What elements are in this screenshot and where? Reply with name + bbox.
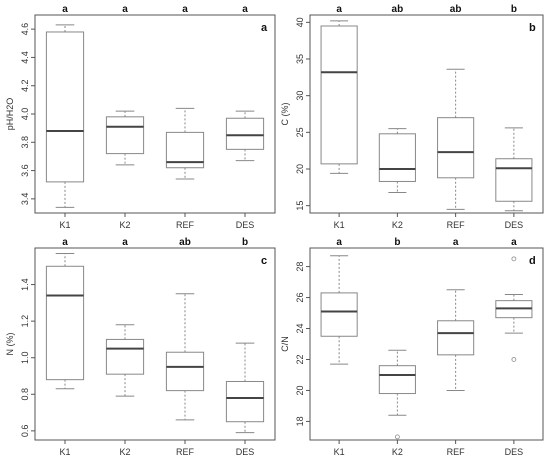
box-k2 [378, 365, 416, 395]
outlier-point [511, 357, 517, 362]
box-k1 [320, 25, 358, 165]
panel-letter: d [529, 255, 536, 267]
significance-letter: ab [450, 4, 462, 15]
significance-letter: ab [179, 237, 191, 248]
y-tick-label: 40 [295, 17, 305, 27]
outlier-point [511, 256, 517, 262]
box-k1 [45, 31, 85, 183]
y-axis-label: C/N [280, 336, 290, 352]
y-axis-label: C (%) [280, 103, 290, 126]
y-tick-label: 3.4 [20, 193, 30, 206]
y-tick-label: 15 [295, 201, 305, 211]
y-tick-label: 26 [295, 293, 305, 303]
y-tick-label: 0.6 [20, 425, 30, 438]
x-tick-label: DES [505, 220, 524, 230]
x-tick-label: K1 [59, 220, 70, 230]
y-tick-label: 20 [295, 164, 305, 174]
y-tick-label: 4.2 [20, 79, 30, 92]
box-k2 [378, 133, 416, 182]
y-axis-label: pH/H2O [5, 98, 15, 131]
y-tick-label: 4.6 [20, 23, 30, 36]
y-tick-label: 24 [295, 324, 305, 334]
x-tick-label: K2 [119, 447, 130, 457]
panel-letter: c [261, 255, 267, 267]
panel-letter: a [261, 22, 268, 34]
y-tick-label: 35 [295, 54, 305, 64]
significance-letter: a [122, 237, 128, 248]
box-des [495, 158, 533, 202]
x-tick-label: K2 [392, 220, 403, 230]
significance-letter: b [242, 237, 248, 248]
y-tick-label: 1.0 [20, 351, 30, 364]
significance-letter: a [336, 237, 342, 248]
x-tick-label: DES [505, 447, 524, 457]
box-des [225, 117, 265, 150]
box-ref [437, 320, 475, 356]
significance-letter: ab [392, 4, 404, 15]
x-tick-label: REF [176, 447, 195, 457]
panel-a: 3.4 3.6 3.8 4.0 4.2 4.4 4.6 pH/H2O a K1 a K2 a REF a DE… [5, 4, 276, 230]
x-tick-label: K2 [119, 220, 130, 230]
significance-letter: a [122, 4, 128, 15]
significance-letter: a [336, 4, 342, 15]
x-tick-label: DES [236, 220, 255, 230]
y-tick-label: 25 [295, 127, 305, 137]
panel-letter: b [529, 22, 536, 34]
x-tick-label: K1 [334, 447, 345, 457]
y-tick-label: 22 [295, 354, 305, 364]
x-tick-label: REF [447, 447, 466, 457]
y-tick-label: 3.6 [20, 164, 30, 177]
plot-frame [34, 247, 276, 441]
box-k1 [320, 292, 358, 337]
box-k2 [105, 338, 145, 375]
x-tick-label: K2 [392, 447, 403, 457]
significance-letter: a [62, 4, 68, 15]
y-tick-label: 3.8 [20, 136, 30, 149]
significance-letter: a [453, 237, 459, 248]
y-tick-label: 28 [295, 262, 305, 272]
box-des [225, 380, 265, 423]
y-tick-label: 4.4 [20, 51, 30, 64]
y-tick-label: 1.2 [20, 315, 30, 328]
y-tick-label: 1.4 [20, 278, 30, 291]
x-tick-label: REF [447, 220, 466, 230]
outlier-point [394, 434, 400, 440]
y-axis-label: N (%) [5, 333, 15, 356]
y-tick-label: 30 [295, 91, 305, 101]
significance-letter: a [182, 4, 188, 15]
significance-letter: b [394, 237, 400, 248]
panel-b: 15 20 25 30 35 40 C (%) b K1 a K2 ab REF ab DES b [280, 4, 544, 230]
x-tick-label: REF [176, 220, 195, 230]
box-k2 [105, 116, 145, 155]
significance-letter: a [511, 237, 517, 248]
panel-d: 18 20 22 24 26 28 C/N d K1 a K2 b REF a DES a [280, 237, 544, 457]
x-tick-label: K1 [334, 220, 345, 230]
y-tick-label: 18 [295, 416, 305, 426]
y-tick-label: 4.0 [20, 108, 30, 121]
plot-frame [309, 247, 544, 441]
x-tick-label: DES [236, 447, 255, 457]
significance-letter: b [511, 4, 517, 15]
box-k1 [45, 265, 85, 381]
y-tick-label: 0.8 [20, 388, 30, 401]
significance-letter: a [62, 237, 68, 248]
significance-letter: a [242, 4, 248, 15]
y-tick-label: 20 [295, 385, 305, 395]
box-ref [437, 117, 475, 179]
box-ref [165, 351, 205, 392]
plot-frame [309, 14, 544, 214]
panel-c: 0.6 0.8 1.0 1.2 1.4 N (%) c K1 a K2 a REF ab DES b [5, 237, 276, 457]
x-tick-label: K1 [59, 447, 70, 457]
